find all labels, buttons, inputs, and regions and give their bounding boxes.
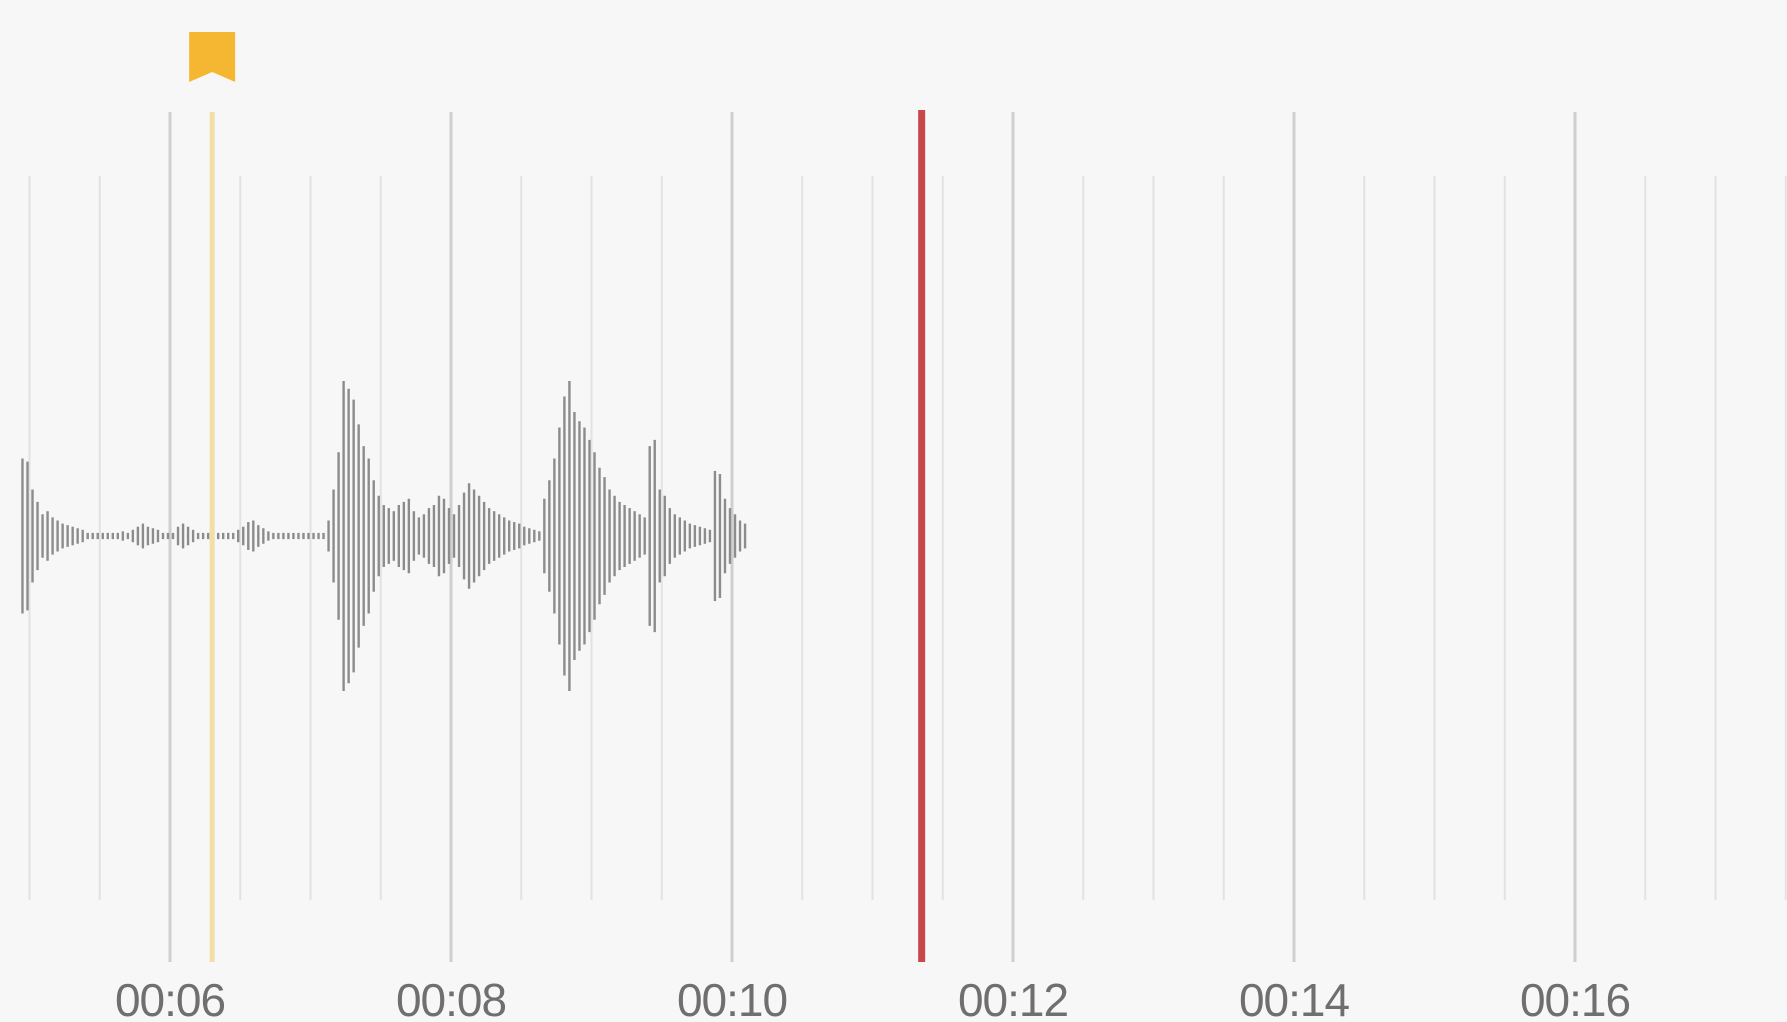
- tick-label: 00:10: [677, 974, 787, 1022]
- bookmark-marker[interactable]: [189, 32, 236, 962]
- tick-label: 00:06: [115, 974, 225, 1022]
- bookmark-icon[interactable]: [189, 32, 236, 82]
- tick-label: 00:08: [396, 974, 506, 1022]
- tick-label: 00:14: [1239, 974, 1350, 1022]
- waveform: [21, 381, 747, 691]
- tick-label: 00:12: [958, 974, 1068, 1022]
- tick-label: 00:16: [1520, 974, 1630, 1022]
- time-axis-labels: 00:06 00:08 00:10 00:12 00:14 00:16: [115, 974, 1631, 1022]
- grid-lines: [28, 112, 1787, 962]
